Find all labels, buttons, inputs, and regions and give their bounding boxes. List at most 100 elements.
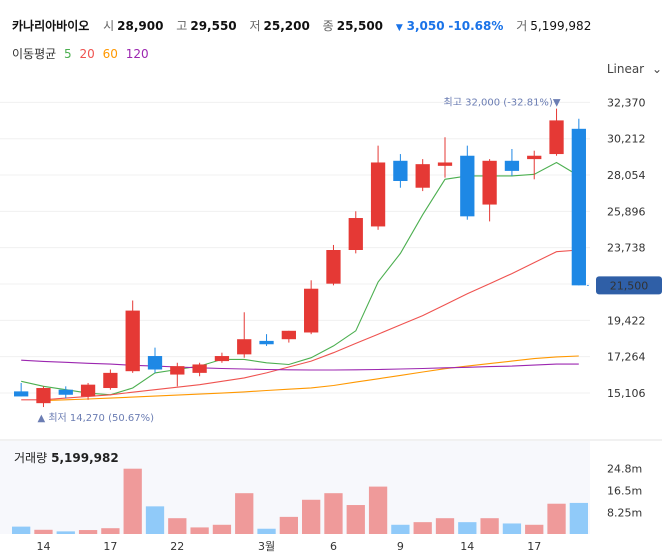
- open-label: 시: [103, 19, 115, 33]
- ma-legend-20[interactable]: 20: [79, 47, 95, 61]
- low-label: 저: [249, 19, 261, 33]
- volume-tick-label: 24.8m: [607, 463, 642, 476]
- volume-bar: [78, 530, 98, 534]
- price-tick-label: 17,264: [607, 351, 646, 364]
- ma-legend-60[interactable]: 60: [102, 47, 118, 61]
- date-tick-label: 9: [397, 540, 404, 553]
- candle-body: [192, 364, 207, 373]
- price-tick-label: 28,054: [607, 169, 646, 182]
- date-tick-label: 17: [527, 540, 541, 553]
- candle-body: [549, 120, 564, 155]
- candle-body: [259, 340, 274, 345]
- ma-line-60: [43, 355, 579, 402]
- volume-bar: [480, 518, 499, 534]
- volume-bar: [123, 468, 142, 534]
- open-value: 28,900: [117, 19, 164, 33]
- candle-body: [304, 288, 319, 333]
- volume-bar: [458, 522, 477, 534]
- date-tick-label: 6: [330, 540, 337, 553]
- candle-body: [393, 160, 408, 181]
- price-summary: 카나리아바이오 시 28,900 고 29,550 저 25,200 종 25,500 …: [12, 17, 591, 34]
- date-tick-label: 17: [103, 540, 117, 553]
- volume-bar: [279, 516, 298, 534]
- candle-body: [170, 366, 185, 375]
- volume-bar: [56, 531, 75, 534]
- scale-toggle-button[interactable]: Linear ⌄: [607, 62, 662, 76]
- volume-bar: [257, 528, 276, 534]
- candle-body: [504, 160, 520, 171]
- volume-bar: [235, 493, 254, 534]
- high-label: 고: [176, 19, 188, 33]
- volume-bar: [346, 505, 365, 534]
- volume-title-value: 5,199,982: [51, 451, 119, 465]
- ma-legend-5[interactable]: 5: [64, 47, 72, 61]
- volume-title-label: 거래량: [14, 451, 48, 465]
- volume-bar: [525, 524, 544, 534]
- volume-bar: [212, 524, 232, 534]
- chevron-down-icon: ⌄: [651, 62, 662, 76]
- price-tick-label: 32,370: [607, 96, 646, 109]
- candle-body: [348, 218, 363, 250]
- price-tick-label: 25,896: [607, 205, 646, 218]
- candle-body: [527, 155, 542, 160]
- close-label: 종: [322, 19, 334, 33]
- candle-body: [437, 162, 453, 166]
- candle-body: [415, 164, 430, 188]
- ma-line-20: [21, 249, 579, 401]
- candle-body: [482, 160, 497, 205]
- candle-body: [103, 372, 118, 389]
- scale-label: Linear: [606, 62, 645, 76]
- volume-bar: [12, 526, 31, 534]
- down-triangle-icon: ▼: [395, 23, 403, 33]
- volume-bar: [324, 493, 343, 534]
- volume-bar: [302, 499, 321, 534]
- candle-body: [214, 356, 230, 362]
- low-value: 25,200: [263, 19, 310, 33]
- date-tick-label: 22: [170, 540, 184, 553]
- date-tick-label: 14: [36, 540, 50, 553]
- candle-body: [147, 356, 163, 370]
- volume-bar: [101, 528, 120, 534]
- volume-value: 5,199,982: [530, 19, 592, 33]
- volume-bar: [368, 486, 388, 534]
- candle-body: [460, 155, 475, 217]
- candle-body: [58, 389, 73, 395]
- candle-body: [80, 384, 96, 397]
- close-value: 25,500: [336, 19, 384, 33]
- current-price-badge: [596, 276, 662, 295]
- volume-bar: [435, 518, 455, 534]
- candle-body: [125, 310, 140, 372]
- price-pane-bg: [0, 80, 590, 420]
- volume-bar: [145, 506, 165, 534]
- volume-tick-label: 16.5m: [607, 485, 642, 498]
- candle-body: [281, 330, 296, 340]
- current-price-label: 21,500: [610, 279, 649, 292]
- candle-body: [370, 162, 386, 227]
- date-tick-label: 3월: [258, 540, 275, 553]
- price-tick-label: 19,422: [607, 314, 646, 327]
- price-tick-label: 15,106: [607, 387, 646, 400]
- volume-bar: [413, 522, 432, 534]
- change-value: 3,050: [406, 19, 445, 33]
- high-value: 29,550: [190, 19, 237, 33]
- volume-bar: [569, 502, 588, 534]
- volume-bar: [34, 529, 53, 534]
- min-price-annotation: ▲ 최저 14,270 (50.67%): [37, 412, 154, 424]
- max-price-annotation: 최고 32,000 (-32.81%)▼: [444, 97, 561, 109]
- volume-bar: [168, 518, 187, 534]
- volume-label: 거: [516, 19, 528, 33]
- ma-legend-title: 이동평균: [12, 47, 57, 61]
- moving-average-legend: 이동평균 5 20 60 120: [12, 45, 153, 62]
- volume-title: 거래량 5,199,982: [14, 449, 119, 466]
- ma-line-120: [21, 359, 579, 371]
- volume-bar: [190, 527, 209, 534]
- price-tick-label: 23,738: [607, 242, 646, 255]
- volume-tick-label: 8.25m: [607, 506, 642, 519]
- date-tick-label: 14: [460, 540, 474, 553]
- volume-bar: [502, 523, 522, 534]
- price-tick-label: 30,212: [607, 133, 646, 146]
- stock-name: 카나리아바이오: [12, 19, 90, 33]
- ma-legend-120[interactable]: 120: [125, 47, 149, 61]
